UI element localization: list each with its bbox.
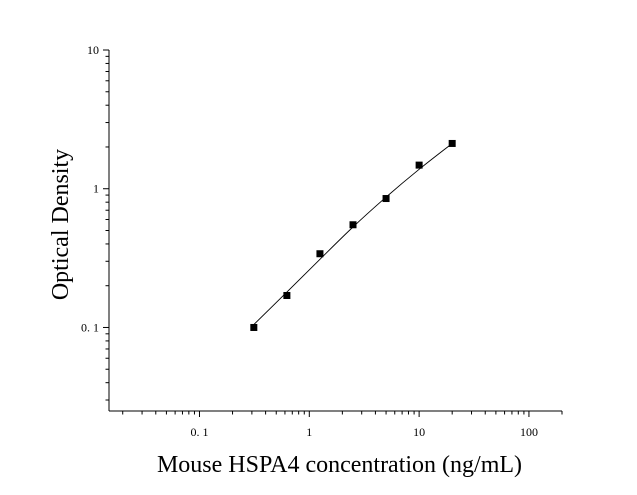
data-point bbox=[250, 323, 258, 331]
x-tick-label: 1 bbox=[306, 425, 312, 439]
y-tick-label: 10 bbox=[87, 43, 99, 57]
data-point bbox=[415, 161, 423, 169]
x-axis-title: Mouse HSPA4 concentration (ng/mL) bbox=[157, 452, 522, 478]
x-tick-label: 100 bbox=[520, 425, 538, 439]
axes: 0. 1 1 10 100 0. 1 1 10 bbox=[81, 43, 563, 439]
data-point bbox=[448, 139, 456, 147]
data-point bbox=[283, 292, 291, 300]
data-point bbox=[382, 195, 390, 203]
data-point bbox=[316, 250, 324, 258]
x-tick-label: 10 bbox=[413, 425, 425, 439]
y-tick-label: 0. 1 bbox=[81, 320, 99, 334]
y-tick-label: 1 bbox=[93, 182, 99, 196]
y-axis-title: Optical Density bbox=[48, 149, 74, 300]
data-points-layer bbox=[250, 139, 456, 331]
data-point bbox=[349, 221, 357, 229]
x-tick-label: 0. 1 bbox=[190, 425, 208, 439]
